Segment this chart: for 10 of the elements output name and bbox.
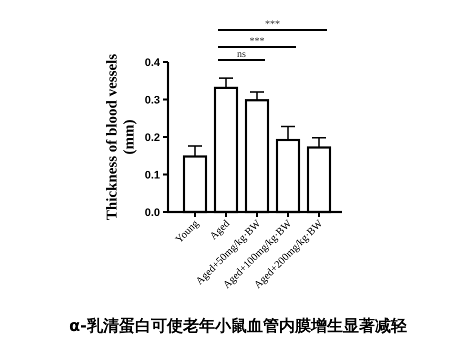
y-tick-label: 0.1	[144, 170, 160, 182]
y-axis-title: Thickness of blood vessels (mm)	[104, 54, 138, 220]
y-tick-label: 0.2	[144, 132, 160, 144]
y-tick-label: 0.4	[144, 57, 161, 69]
text: ns	[237, 49, 246, 60]
y-tick-label: 0.0	[144, 207, 160, 219]
text: ***	[265, 19, 280, 30]
y-tick-label: 0.3	[144, 94, 160, 106]
text: ***	[250, 36, 264, 47]
text: α-乳清蛋白可使老年小鼠血管内膜增生显著减轻	[69, 316, 407, 335]
